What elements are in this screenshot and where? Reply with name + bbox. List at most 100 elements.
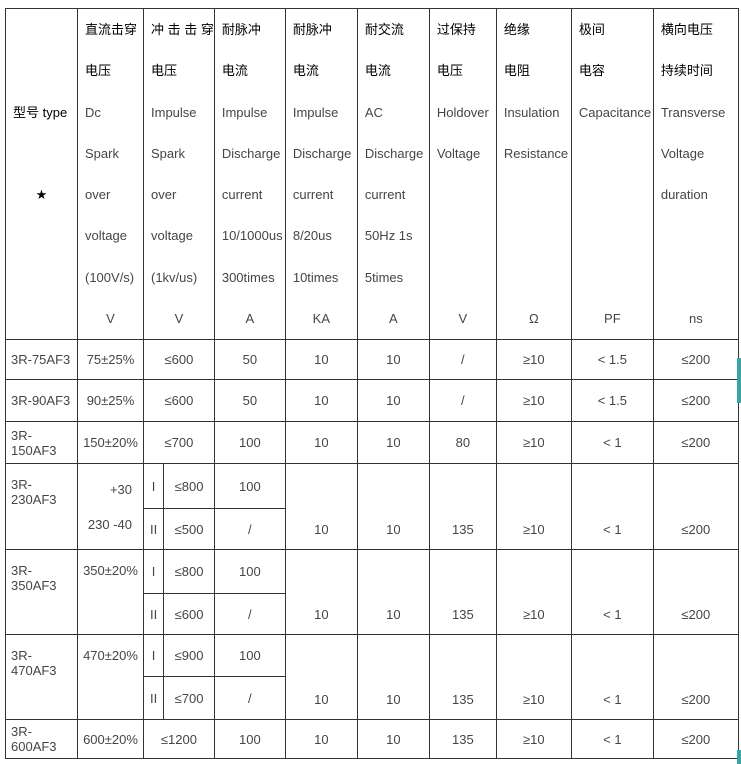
cell: 50 (213, 379, 286, 422)
cell: 10 (284, 379, 358, 422)
header-line: current (292, 187, 334, 202)
cell: 10 (356, 379, 430, 422)
cell: ≤200 (652, 339, 739, 380)
header-line: current (221, 187, 263, 202)
header-line: Spark (151, 145, 185, 161)
cell: ≤200 (652, 634, 739, 720)
header-line: current (364, 187, 406, 202)
header-line: Spark (85, 145, 119, 161)
cell: < 1 (570, 549, 654, 635)
cell: 100 (213, 421, 286, 464)
cell: 10 (356, 549, 430, 635)
cell: 135 (428, 463, 497, 550)
table-row: 3R-600AF3 600±20% ≤1200 100 10 10 135 ≥10 < 1 ≤20… (5, 719, 739, 759)
cell-model: 3R-600AF3 (5, 719, 78, 759)
cell: I (142, 634, 165, 677)
header-line: 电容 (578, 63, 605, 79)
header-line: Ω (528, 310, 539, 326)
cell: 600±20% (77, 719, 144, 759)
cell: 100 (213, 719, 286, 759)
cell: 135 (428, 719, 497, 759)
table-body: 3R-75AF3 75±25% ≤600 50 10 10/≥10 < 1.5 ≤200 3R-… (5, 339, 739, 759)
cell: / (213, 676, 286, 720)
header-line: 电压 (151, 63, 178, 79)
header-line: 10/1000us (221, 228, 283, 244)
cell: ≤600 (143, 379, 215, 422)
cell: ≤200 (652, 463, 739, 550)
cell: 10 (356, 421, 430, 464)
cell: 75±25% (77, 339, 144, 380)
header-line: 型号 type (13, 104, 68, 120)
header-line: over (85, 187, 111, 202)
cell: / (213, 508, 286, 550)
header-line: 300times (221, 269, 275, 285)
table-row: 3R-90AF3 90±25% ≤600 50 10 10/≥10 < 1.5 ≤200 (5, 379, 739, 422)
cell: 100 (213, 549, 286, 594)
header-line: V (106, 310, 115, 326)
cell: / (428, 339, 497, 380)
header-line: A (245, 310, 255, 326)
header-line (654, 257, 737, 298)
header-line: 持续时间 (660, 63, 713, 79)
header-line: 横向电压 (660, 22, 713, 37)
header-line (430, 174, 495, 215)
cell: 100 (213, 634, 286, 677)
header-line: 电流 (221, 63, 248, 79)
header-line: 冲 击 击 穿 (151, 22, 214, 37)
header-line: 直流击穿 (85, 22, 138, 37)
cell: ≤600 (143, 339, 215, 380)
cell: ≤700 (143, 421, 215, 464)
header-line: 8/20us (292, 228, 332, 244)
header-line: (100V/s) (85, 269, 135, 285)
header-line: duration (660, 187, 708, 202)
header-line: Dc (85, 104, 101, 120)
cell: 80 (428, 421, 497, 464)
cell: ≤700 (163, 676, 215, 720)
cell: ≥10 (495, 719, 572, 759)
cell: < 1 (570, 421, 654, 464)
cell: I (142, 549, 165, 594)
cell: < 1 (570, 463, 654, 550)
header-line: 绝缘 (503, 22, 530, 37)
header-line (497, 257, 570, 298)
cell: / (213, 593, 286, 635)
cell: / (428, 379, 497, 422)
cell: 10 (356, 634, 430, 720)
header-line (572, 257, 652, 298)
header-cell-impulse-discharge-10-1000: 耐脉冲 电流 Impulse Discharge current 10/1000us 300… (213, 8, 286, 340)
header-line: ns (688, 310, 703, 326)
cell: 350±20% (77, 549, 144, 635)
header-line: 耐脉冲 (221, 22, 261, 37)
header-line (497, 174, 570, 215)
header-line: 电阻 (503, 63, 530, 79)
cell: ≥10 (495, 634, 572, 720)
header-line (572, 215, 652, 256)
cell: 470±20% (77, 634, 144, 720)
cell: ≤200 (652, 421, 739, 464)
header-line: Voltage (436, 145, 481, 161)
cell: II (142, 593, 165, 635)
scrollbar-thumb[interactable] (737, 358, 741, 403)
table-row: II ≤600/ (6, 593, 739, 635)
header-line (7, 257, 77, 298)
cell: 10 (356, 719, 430, 759)
cell-model: 3R-90AF3 (5, 379, 78, 422)
cell: < 1.5 (570, 379, 654, 422)
cell: < 1 (570, 719, 654, 759)
header-line: voltage (85, 228, 127, 244)
header-line: 耐脉冲 (292, 22, 332, 37)
cell: ≤900 (163, 634, 215, 677)
cell: ≤800 (163, 549, 215, 594)
cell: ≤800 (163, 463, 215, 509)
header-cell-insulation-resistance: 绝缘 电阻 Insulation Resistance Ω (495, 8, 572, 340)
header-cell-transverse-voltage-duration: 横向电压 持续时间 Transverse Voltage duration ns (652, 8, 739, 340)
header-line (497, 215, 570, 256)
header-line: 5times (364, 269, 404, 285)
cell: < 1.5 (570, 339, 654, 380)
cell: 10 (284, 339, 358, 380)
scrollbar-fragment (737, 750, 741, 764)
cell: 10 (284, 719, 358, 759)
cell: 150±20% (77, 421, 144, 464)
cell: II (142, 508, 165, 550)
header-cell-ac-discharge: 耐交流 电流 AC Discharge current 50Hz 1s 5times A (356, 8, 430, 340)
